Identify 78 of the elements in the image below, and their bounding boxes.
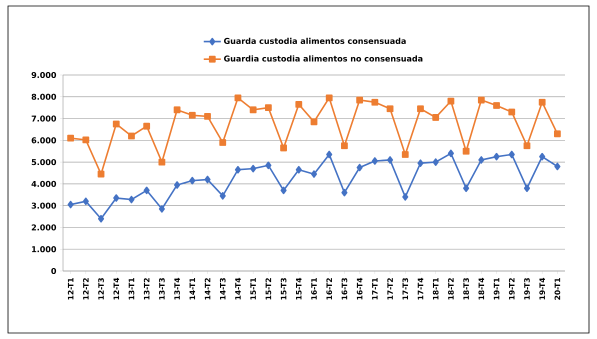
point xyxy=(158,205,165,213)
point xyxy=(341,188,348,196)
y-tick-label: 3.000 xyxy=(32,202,56,209)
point xyxy=(326,94,333,102)
point xyxy=(524,184,530,192)
point xyxy=(128,196,135,204)
point xyxy=(67,134,74,142)
point xyxy=(113,194,120,202)
point xyxy=(234,94,242,102)
point xyxy=(82,136,90,144)
point xyxy=(478,156,484,164)
legend-label: Guarda custodia alimentos consensuada xyxy=(224,38,406,44)
point xyxy=(204,112,211,120)
point xyxy=(371,98,378,106)
point xyxy=(98,214,104,223)
point xyxy=(296,166,302,174)
y-tick-label: 6.000 xyxy=(32,137,56,144)
point xyxy=(219,139,226,146)
point xyxy=(478,96,485,104)
point xyxy=(234,166,241,174)
point xyxy=(432,114,440,121)
point xyxy=(402,151,409,158)
point xyxy=(524,142,530,150)
point xyxy=(188,112,196,119)
point xyxy=(402,193,408,201)
point xyxy=(128,132,135,140)
point xyxy=(493,102,500,109)
point xyxy=(448,150,454,158)
point xyxy=(98,170,104,178)
point xyxy=(463,184,470,192)
point xyxy=(250,106,257,114)
y-tick-label: 8.000 xyxy=(32,94,56,100)
point xyxy=(539,152,546,160)
y-tick-label: 2.000 xyxy=(32,224,56,230)
point xyxy=(462,148,470,155)
point xyxy=(295,100,302,108)
point xyxy=(508,108,516,116)
point xyxy=(341,142,348,150)
point xyxy=(82,198,89,206)
point xyxy=(310,118,318,126)
point xyxy=(508,150,515,158)
point xyxy=(204,176,211,184)
point xyxy=(280,186,287,194)
y-tick-label: 1.000 xyxy=(32,246,56,252)
point xyxy=(158,158,166,166)
point xyxy=(68,200,74,208)
point xyxy=(554,130,561,138)
point xyxy=(387,156,394,164)
point xyxy=(538,98,546,106)
point xyxy=(220,192,226,200)
point xyxy=(174,181,180,189)
point xyxy=(265,162,272,170)
point xyxy=(356,96,364,104)
point xyxy=(280,144,287,152)
y-tick-label: 4.000 xyxy=(32,180,56,187)
point xyxy=(386,105,394,112)
point xyxy=(356,164,363,172)
point xyxy=(326,150,332,158)
point xyxy=(417,105,424,112)
point xyxy=(310,170,318,178)
point xyxy=(112,120,120,128)
point xyxy=(264,104,272,112)
point xyxy=(189,176,196,184)
y-tick-label: 5.000 xyxy=(32,159,56,166)
y-tick-label: 9.000 xyxy=(32,72,56,78)
point xyxy=(417,159,424,167)
point xyxy=(250,164,256,172)
point xyxy=(372,157,378,165)
y-tick-label: 7.000 xyxy=(32,116,56,122)
point xyxy=(144,186,150,194)
y-tick-label: 0 xyxy=(51,268,56,274)
point xyxy=(174,106,180,114)
legend-label: Guardia custodia alimentos no consensuada xyxy=(224,55,422,62)
point xyxy=(432,158,439,166)
point xyxy=(554,162,560,170)
point xyxy=(143,122,150,130)
point xyxy=(448,98,454,105)
point xyxy=(493,152,500,160)
